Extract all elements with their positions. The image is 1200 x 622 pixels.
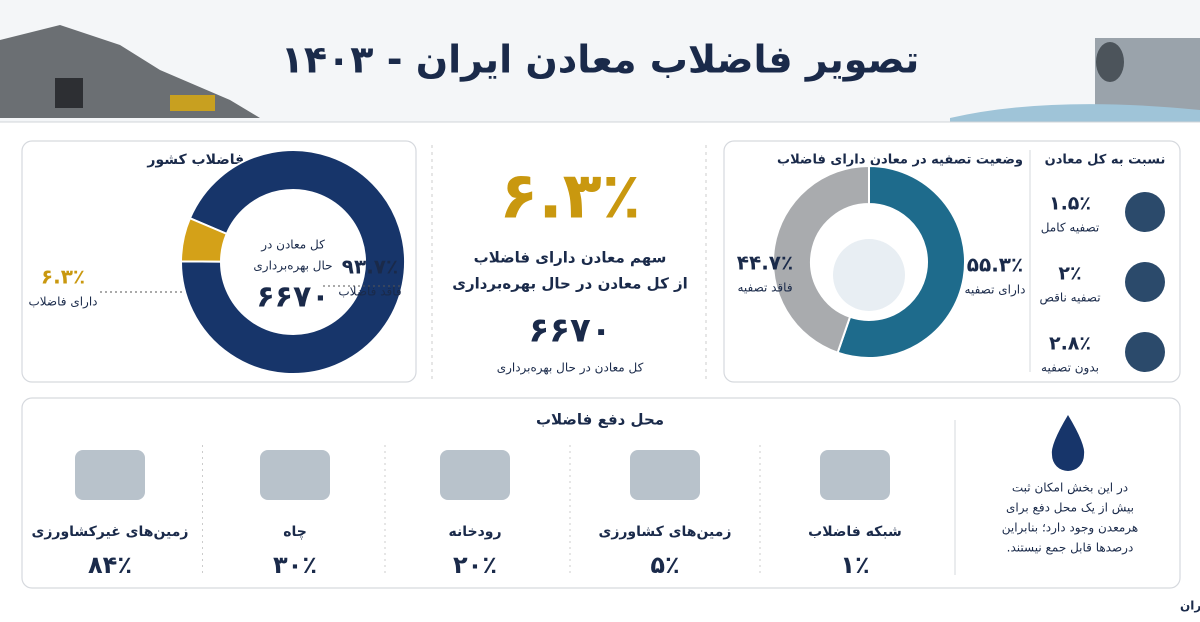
water [950,104,1200,122]
category-label: دارای فاضلاب [28,295,97,310]
donut-segment [836,164,966,359]
pipe [1096,42,1124,82]
place-value: ۱٪ [840,551,869,579]
drawing: ۹۳.۷٪ فاقد فاضلاب ۶.۳٪ دارای فاضلاب ۵۵.۳٪ دار… [28,149,1165,579]
ratio-icon [1125,192,1165,232]
truck [170,95,215,111]
category-label: فاقد تصفیه [737,281,792,295]
place-icon [820,450,890,500]
place-label: شبکه فاضلاب [808,524,902,540]
place-value: ۲۰٪ [453,551,497,579]
place-value: ۵٪ [650,551,679,579]
place-label: زمین‌های کشاورزی [598,524,731,540]
big-value: ۶.۳٪ [499,160,641,234]
donut-segment [772,164,870,354]
panel-title: محل دفع فاضلاب [536,411,664,429]
note: هرمعدن وجود دارد؛ بنابراین [1002,521,1139,536]
source: منبع: مرکز آمار ایران [1180,598,1200,613]
center-label: کل معادن در [260,238,325,253]
donut-segment [180,149,406,375]
center-label: حال بهره‌برداری [253,259,332,274]
value-label: ۶.۳٪ [41,265,85,289]
center-value: ۶۶۷۰ [256,280,329,315]
place-icon [630,450,700,500]
ratio-value: ۲٪ [1058,263,1081,285]
mine-entrance [55,78,83,108]
ratio-label: تصفیه کامل [1041,221,1100,235]
ratio-label: تصفیه ناقص [1039,291,1100,306]
value-label: ۹۳.۷٪ [342,255,398,279]
category-label: فاقد فاضلاب [338,285,401,299]
place-label: زمین‌های غیرکشاورزی [32,524,189,540]
ratio-icon [1125,332,1165,372]
title: تصویر فاضلاب معادن ایران - ۱۴۰۳ [281,38,920,82]
place-icon [75,450,145,500]
center-icon [833,239,905,311]
ratio-value: ۱.۵٪ [1049,193,1091,215]
value-label: ۴۴.۷٪ [737,251,793,275]
place-label: چاه [283,524,307,540]
ratio-icon [1125,262,1165,302]
ratio-value: ۲.۸٪ [1049,333,1091,355]
panel-title: نسبت به کل معادن [1045,153,1166,168]
drop-icon [1051,415,1085,471]
place-icon [260,450,330,500]
place-label: رودخانه [448,524,501,540]
value-label: ۵۵.۳٪ [967,253,1023,277]
total-value: ۶۶۷۰ [528,311,611,351]
category-label: دارای تصفیه [965,283,1026,298]
caption: از کل معادن در حال بهره‌برداری [452,275,688,293]
caption: سهم معادن دارای فاضلاب [474,249,667,267]
place-icon [440,450,510,500]
note: درصدها قابل جمع نیستند. [1007,541,1134,556]
ratio-label: بدون تصفیه [1041,361,1099,376]
note: بیش از یک محل دفع برای [1006,501,1134,516]
discharge-panel [21,397,1181,589]
total-label: کل معادن در حال بهره‌برداری [497,361,644,376]
place-value: ۸۴٪ [88,551,132,579]
note: در این بخش امکان ثبت [1012,481,1128,496]
donut-segment [179,216,229,263]
place-value: ۳۰٪ [273,551,317,579]
panel-title: وضعیت تصفیه در معادن دارای فاضلاب [777,153,1023,168]
